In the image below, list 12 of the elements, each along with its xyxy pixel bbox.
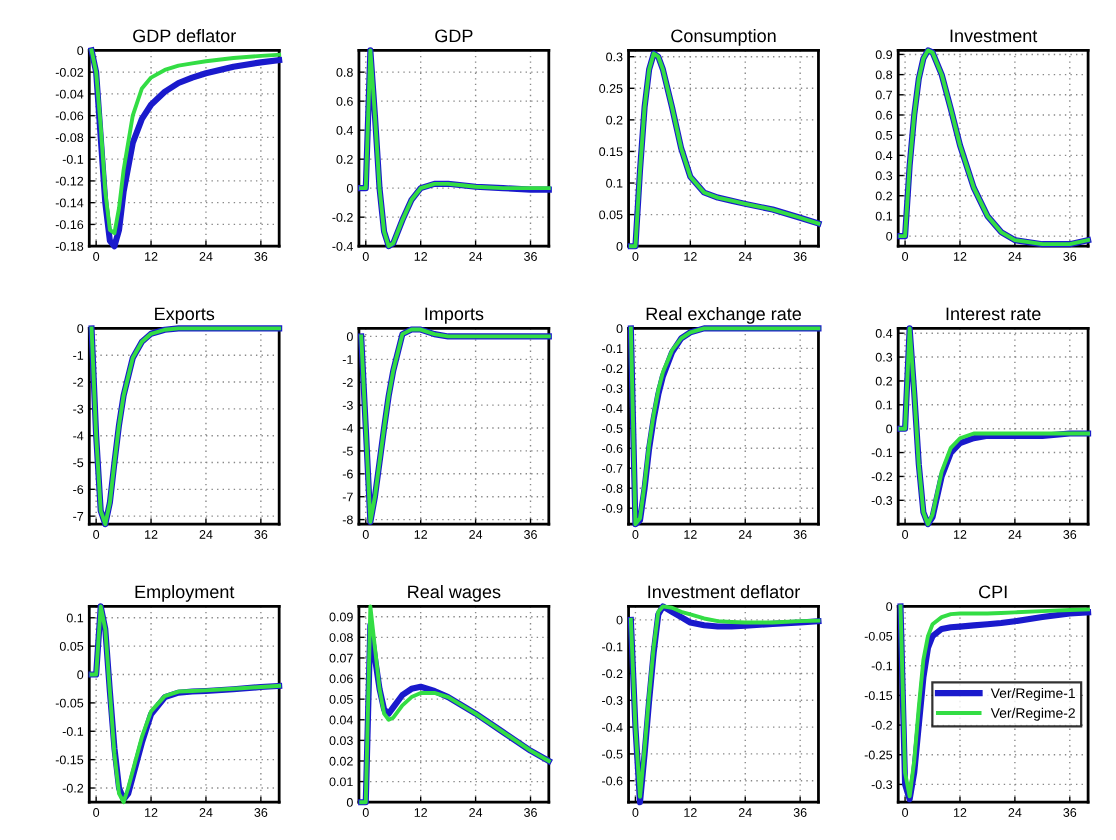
chart-title: Exports (155, 307, 215, 324)
chart-title: Consumption (671, 28, 776, 46)
chart-title: Imports (425, 307, 484, 324)
chart-title: Investment (950, 29, 1038, 43)
chart-title: Employment (135, 585, 235, 602)
chart-title: Interest rate (946, 307, 1041, 321)
chart-title: Real exchange rate (646, 306, 802, 324)
chart-title: Real wages (408, 585, 501, 602)
chart-title: GDP deflator (133, 28, 236, 43)
chart-title: Investment deflator (648, 585, 800, 599)
chart-title: GDP (435, 29, 473, 43)
chart-title: CPI (979, 585, 1007, 599)
